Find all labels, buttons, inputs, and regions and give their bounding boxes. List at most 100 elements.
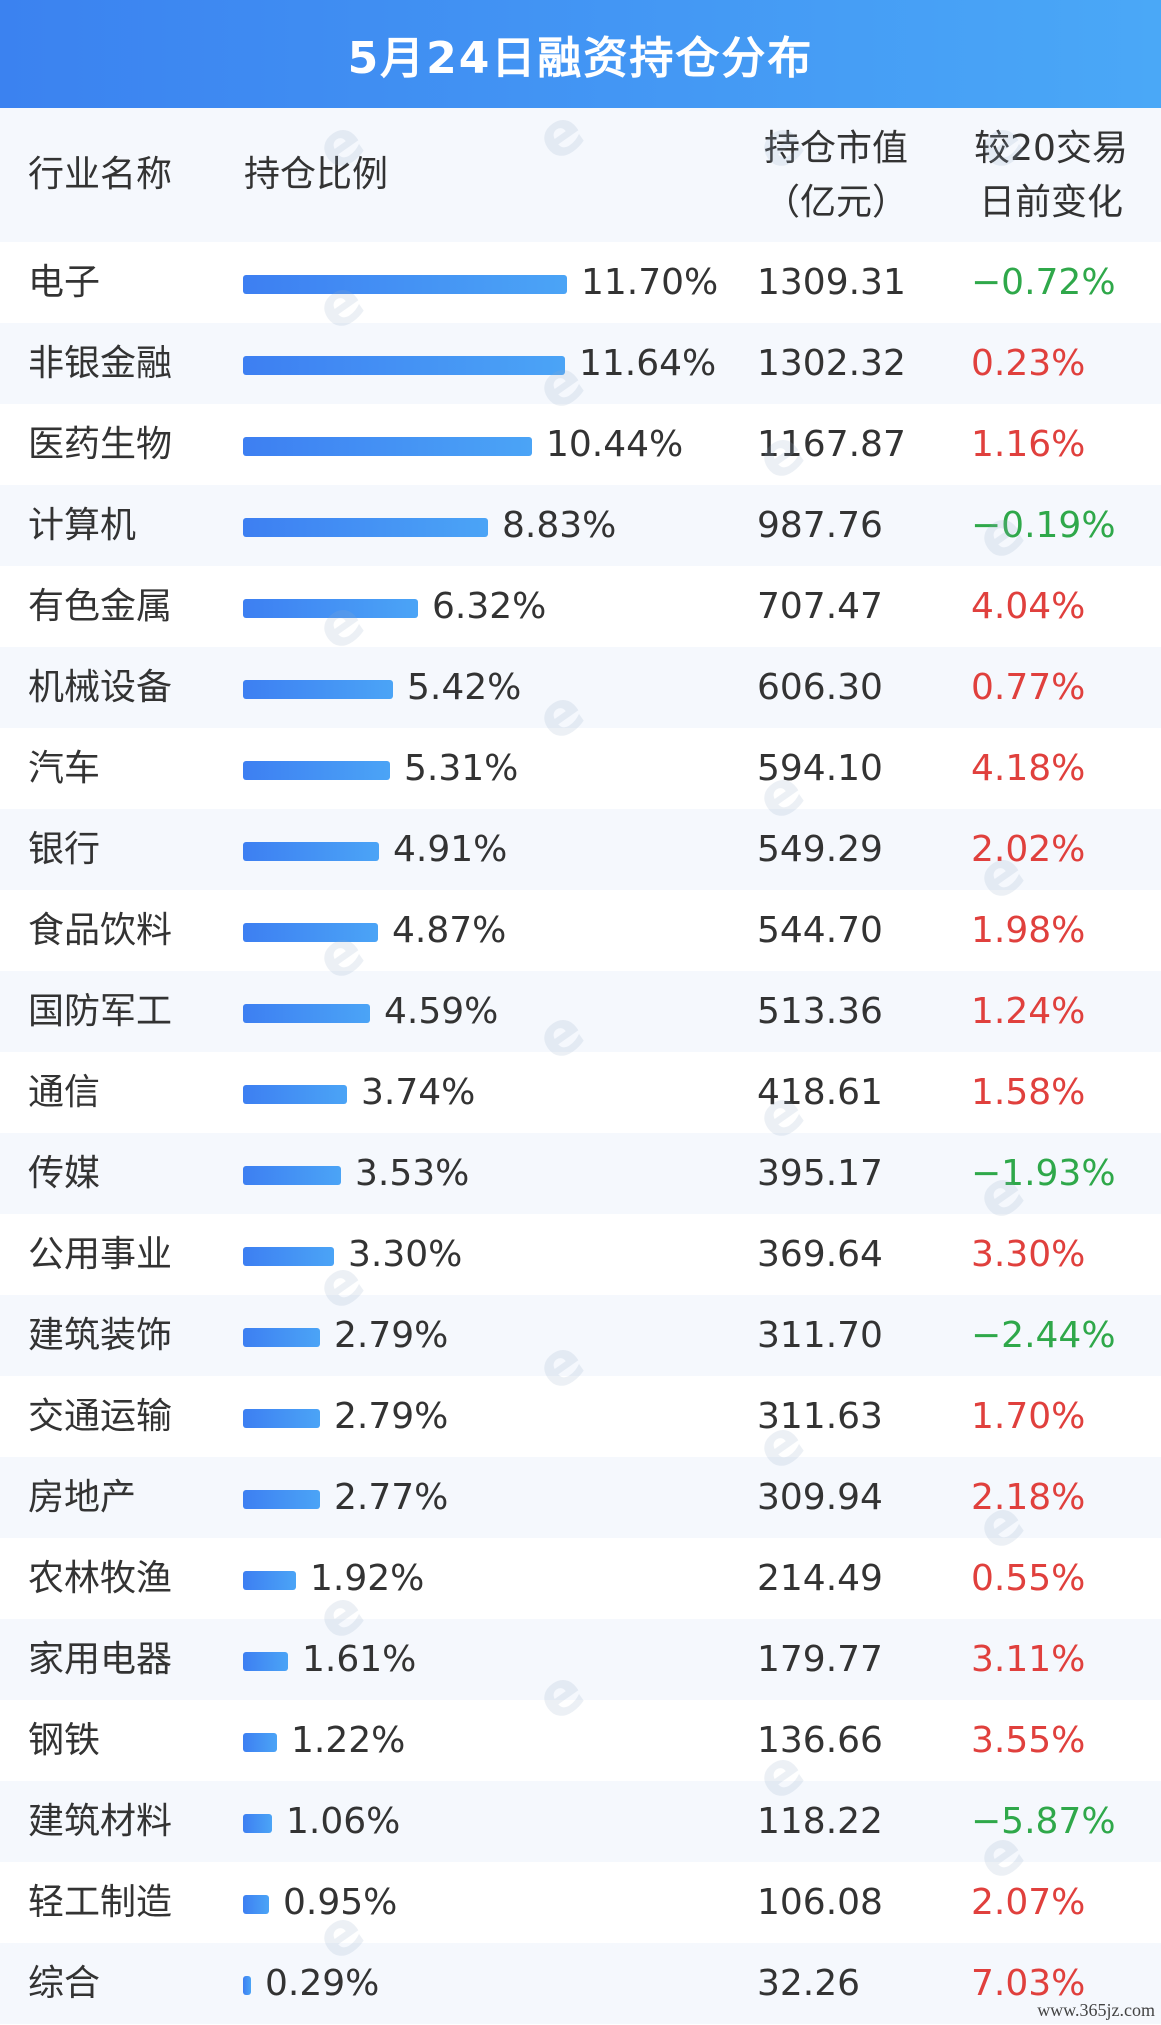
share-label: 2.79% <box>334 1396 449 1437</box>
industry-name: 机械设备 <box>28 667 173 708</box>
share-label: 8.83% <box>502 505 617 546</box>
market-value: 1167.87 <box>757 424 906 465</box>
industry-name: 医药生物 <box>28 424 173 465</box>
table-row: 医药生物 10.44% 1167.87 1.16% <box>0 404 1161 485</box>
share-label: 11.70% <box>581 262 719 303</box>
share-bar <box>243 923 378 942</box>
share-label: 6.32% <box>432 586 547 627</box>
share-bar <box>243 1814 272 1833</box>
share-bar <box>243 1976 251 1995</box>
share-label: 0.29% <box>265 1963 380 2004</box>
share-label: 1.06% <box>286 1801 401 1842</box>
share-label: 5.31% <box>404 748 519 789</box>
share-bar <box>243 761 390 780</box>
change-value: 3.55% <box>971 1720 1086 1761</box>
market-value: 395.17 <box>757 1153 883 1194</box>
change-value: −0.19% <box>971 505 1116 546</box>
share-bar <box>243 1247 334 1266</box>
share-label: 4.59% <box>384 991 499 1032</box>
share-label: 4.87% <box>392 910 507 951</box>
share-bar <box>243 275 567 294</box>
table-row: 电子 11.70% 1309.31 −0.72% <box>0 242 1161 323</box>
change-value: 4.18% <box>971 748 1086 789</box>
industry-name: 农林牧渔 <box>28 1558 173 1599</box>
industry-name: 非银金融 <box>28 343 173 384</box>
table-row: 有色金属 6.32% 707.47 4.04% <box>0 566 1161 647</box>
header-value-line1: 持仓市值 <box>763 128 908 169</box>
share-label: 1.92% <box>310 1558 425 1599</box>
header-share: 持仓比例 <box>244 154 389 195</box>
share-label: 2.79% <box>334 1315 449 1356</box>
header-change-line2: 日前变化 <box>978 182 1123 223</box>
market-value: 549.29 <box>757 829 883 870</box>
change-value: 1.70% <box>971 1396 1086 1437</box>
change-value: −5.87% <box>971 1801 1116 1842</box>
share-bar <box>243 1571 296 1590</box>
table-row: 国防军工 4.59% 513.36 1.24% <box>0 971 1161 1052</box>
change-value: 7.03% <box>971 1963 1086 2004</box>
market-value: 369.64 <box>757 1234 883 1275</box>
header-change-line1: 较20交易 <box>974 128 1128 169</box>
table-row: 建筑装饰 2.79% 311.70 −2.44% <box>0 1295 1161 1376</box>
change-value: 1.98% <box>971 910 1086 951</box>
share-bar <box>243 680 393 699</box>
page-title: 5月24日融资持仓分布 <box>0 0 1161 108</box>
change-value: 3.30% <box>971 1234 1086 1275</box>
change-value: 1.58% <box>971 1072 1086 1113</box>
industry-name: 交通运输 <box>28 1396 173 1437</box>
share-bar <box>243 1490 320 1509</box>
market-value: 214.49 <box>757 1558 883 1599</box>
industry-name: 家用电器 <box>28 1639 173 1680</box>
table-row: 机械设备 5.42% 606.30 0.77% <box>0 647 1161 728</box>
change-value: 0.23% <box>971 343 1086 384</box>
share-bar <box>243 356 565 375</box>
table-row: 银行 4.91% 549.29 2.02% <box>0 809 1161 890</box>
table-row: 房地产 2.77% 309.94 2.18% <box>0 1457 1161 1538</box>
share-bar <box>243 1409 320 1428</box>
industry-name: 汽车 <box>28 748 101 789</box>
change-value: 0.55% <box>971 1558 1086 1599</box>
industry-name: 通信 <box>28 1072 101 1113</box>
table-row: 农林牧渔 1.92% 214.49 0.55% <box>0 1538 1161 1619</box>
industry-name: 银行 <box>28 829 101 870</box>
share-label: 4.91% <box>393 829 508 870</box>
share-label: 10.44% <box>546 424 684 465</box>
industry-name: 房地产 <box>28 1477 137 1518</box>
industry-name: 传媒 <box>28 1153 101 1194</box>
change-value: 2.07% <box>971 1882 1086 1923</box>
industry-name: 国防军工 <box>28 991 173 1032</box>
market-value: 544.70 <box>757 910 883 951</box>
market-value: 179.77 <box>757 1639 883 1680</box>
table-row: 食品饮料 4.87% 544.70 1.98% <box>0 890 1161 971</box>
industry-name: 轻工制造 <box>28 1882 173 1923</box>
share-label: 1.61% <box>302 1639 417 1680</box>
change-value: 2.02% <box>971 829 1086 870</box>
title-text: 5月24日融资持仓分布 <box>347 33 814 84</box>
market-value: 418.61 <box>757 1072 883 1113</box>
market-value: 136.66 <box>757 1720 883 1761</box>
share-label: 5.42% <box>407 667 522 708</box>
change-value: −2.44% <box>971 1315 1116 1356</box>
share-label: 3.30% <box>348 1234 463 1275</box>
share-label: 3.74% <box>361 1072 476 1113</box>
site-watermark: www.365jz.com <box>1037 2000 1155 2020</box>
share-bar <box>243 842 379 861</box>
change-value: 0.77% <box>971 667 1086 708</box>
share-bar <box>243 1085 347 1104</box>
share-label: 2.77% <box>334 1477 449 1518</box>
share-bar <box>243 1895 269 1914</box>
change-value: 1.16% <box>971 424 1086 465</box>
table-row: 汽车 5.31% 594.10 4.18% <box>0 728 1161 809</box>
table-row: 公用事业 3.30% 369.64 3.30% <box>0 1214 1161 1295</box>
market-value: 311.70 <box>757 1315 883 1356</box>
share-bar <box>243 1733 277 1752</box>
market-value: 987.76 <box>757 505 883 546</box>
share-bar <box>243 437 532 456</box>
market-value: 106.08 <box>757 1882 883 1923</box>
table-row: 非银金融 11.64% 1302.32 0.23% <box>0 323 1161 404</box>
table-row: 综合 0.29% 32.26 7.03% <box>0 1943 1161 2024</box>
change-value: −0.72% <box>971 262 1116 303</box>
table-body: 电子 11.70% 1309.31 −0.72% 非银金融 11.64% 1302.32 0.… <box>0 242 1161 2024</box>
table-row: 钢铁 1.22% 136.66 3.55% <box>0 1700 1161 1781</box>
market-value: 1302.32 <box>757 343 906 384</box>
